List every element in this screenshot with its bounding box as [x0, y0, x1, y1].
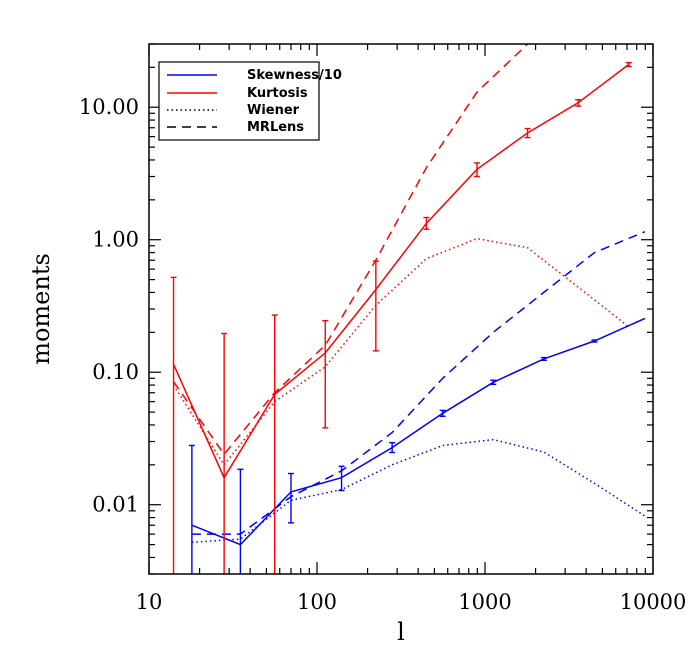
error-bar-skewness-10 — [287, 472, 294, 524]
y-tick-label: 0.01 — [92, 493, 139, 517]
error-bar-kurtosis — [372, 260, 379, 352]
y-tick-label: 1.00 — [92, 228, 139, 252]
y-axis-title: moments — [27, 253, 55, 365]
error-bar-kurtosis — [221, 332, 228, 574]
legend-label-wiener: Wiener — [247, 103, 300, 118]
error-bar-kurtosis — [625, 61, 632, 68]
legend-label-kurtosis: Kurtosis — [247, 86, 308, 101]
error-bar-skewness-10 — [188, 444, 195, 574]
series-layer — [172, 44, 646, 546]
legend-label-mrlens: MRLens — [247, 120, 304, 135]
error-bar-kurtosis — [322, 319, 329, 429]
error-bar-skewness-10 — [591, 339, 598, 343]
y-tick-label: 10.00 — [79, 95, 139, 119]
label-layer: 10 100 1000 10000 0.01 0.10 1.00 10.00 — [79, 95, 687, 614]
x-tick-label: 10 — [136, 590, 163, 614]
error-bar-skewness-10 — [540, 356, 547, 362]
x-tick-label: 100 — [297, 590, 337, 614]
x-axis-title: l — [397, 618, 405, 646]
series-line-skewness-10 — [191, 317, 646, 546]
series-line-kurtosis — [172, 63, 630, 480]
error-bar-kurtosis — [473, 162, 480, 178]
x-tick-label: 10000 — [620, 590, 687, 614]
x-tick-label: 1000 — [458, 590, 511, 614]
series-line-kurtosis-mrlens — [172, 44, 529, 456]
series-line-kurtosis-wiener — [172, 237, 630, 467]
tick-layer — [148, 43, 654, 575]
error-bar-skewness-10 — [237, 468, 244, 574]
error-bar-kurtosis — [575, 98, 582, 107]
series-line-skewness-10-mrlens — [191, 231, 646, 535]
error-bar-skewness-10 — [439, 409, 446, 417]
legend: Skewness/10 Kurtosis Wiener MRLens — [158, 61, 342, 141]
series-line-skewness-10-wiener — [191, 438, 646, 544]
error-bar-kurtosis — [271, 314, 278, 574]
error-bar-skewness-10 — [338, 465, 345, 492]
errorbar-layer — [170, 61, 632, 574]
error-bar-skewness-10 — [389, 441, 396, 454]
error-bar-kurtosis — [423, 216, 430, 230]
legend-label-skewness: Skewness/10 — [247, 68, 342, 83]
error-bar-kurtosis — [524, 127, 531, 139]
error-bar-skewness-10 — [490, 379, 497, 386]
y-tick-label: 0.10 — [92, 360, 139, 384]
error-bar-kurtosis — [170, 276, 177, 574]
